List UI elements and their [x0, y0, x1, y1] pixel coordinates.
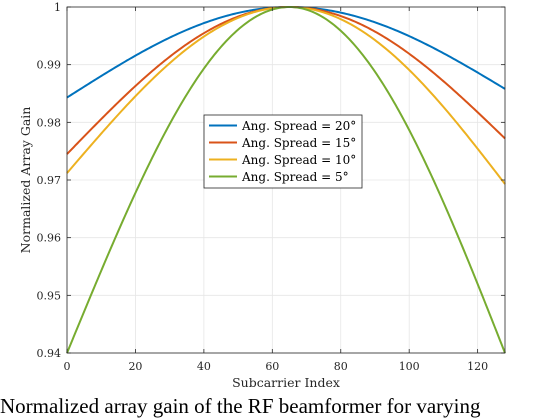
x-tick-labels: 0 20 40 60 80 100 120	[64, 360, 489, 373]
x-tick-label: 120	[467, 360, 488, 373]
figure-caption: Normalized array gain of the RF beamform…	[0, 394, 481, 418]
y-axis-label: Normalized Array Gain	[18, 107, 33, 254]
y-tick-label: 0.98	[37, 116, 62, 129]
y-tick-label: 0.96	[37, 232, 62, 245]
y-tick-label: 0.95	[37, 289, 62, 302]
legend-label-10: Ang. Spread = 10°	[241, 153, 356, 167]
legend: Ang. Spread = 20° Ang. Spread = 15° Ang.…	[203, 114, 363, 189]
y-tick-label: 0.97	[37, 174, 62, 187]
x-tick-label: 40	[197, 360, 211, 373]
chart-figure: 0 20 40 60 80 100 120 0.94 0.95 0.96 0.97 0.98 0.99…	[18, 1, 506, 390]
y-tick-label: 0.99	[37, 59, 62, 72]
x-tick-label: 100	[399, 360, 420, 373]
y-tick-labels: 0.94 0.95 0.96 0.97 0.98 0.99 1	[37, 1, 62, 360]
x-tick-label: 0	[64, 360, 71, 373]
y-tick-label: 0.94	[37, 347, 62, 360]
x-tick-label: 20	[128, 360, 142, 373]
y-tick-label: 1	[54, 1, 61, 14]
legend-label-15: Ang. Spread = 15°	[241, 136, 356, 150]
tick-marks	[66, 6, 505, 354]
x-tick-label: 60	[265, 360, 279, 373]
legend-label-20: Ang. Spread = 20°	[241, 119, 356, 133]
x-tick-label: 80	[334, 360, 348, 373]
legend-label-5: Ang. Spread = 5°	[241, 170, 349, 184]
x-axis-label: Subcarrier Index	[232, 375, 340, 390]
